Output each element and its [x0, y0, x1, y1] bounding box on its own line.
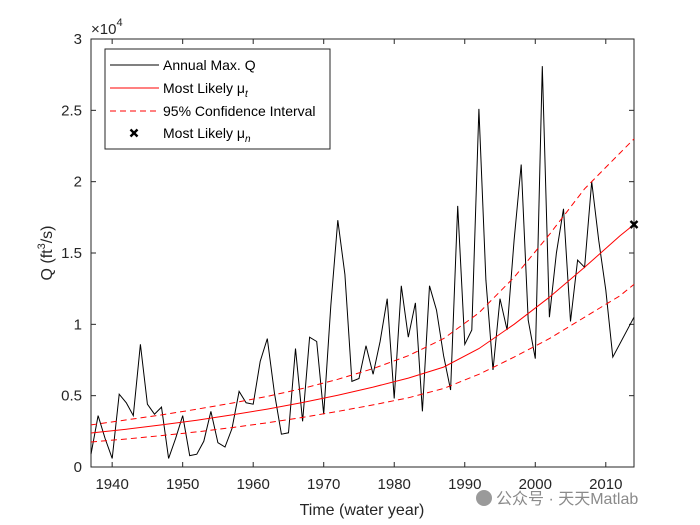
y-exponent-label: ×104 [91, 17, 123, 38]
y-axis-label-sup: 3 [36, 243, 48, 249]
x-tick-label: 2000 [519, 476, 552, 493]
x-tick-label: 1980 [378, 476, 411, 493]
wechat-icon [476, 490, 492, 506]
series-annual-max-q [90, 66, 635, 459]
series-group [90, 66, 635, 459]
y-tick-label: 0 [74, 459, 82, 476]
y-tick-label: 1.5 [61, 245, 82, 262]
legend-box [104, 48, 331, 150]
y-tick-label: 0.5 [61, 388, 82, 405]
y-exponent-power: 4 [116, 17, 122, 29]
y-ticks: 0 0.5 1 1.5 2 2.5 3 [61, 31, 634, 476]
y-exponent-base: ×10 [91, 21, 116, 38]
x-tick-label: 2010 [589, 476, 622, 493]
x-tick-label: 1950 [166, 476, 199, 493]
legend-label-mu-n-sub: n [245, 134, 251, 145]
series-most-likely-mu-t [90, 224, 635, 434]
y-axis-label-end: /s) [39, 225, 56, 243]
y-axis-label-base: Q (ft [39, 249, 56, 281]
legend-swatch-mu-n [129, 128, 139, 138]
legend: Annual Max. Q Most Likely μt 95% Confide… [104, 48, 331, 150]
marker-most-likely-mu-n [629, 220, 639, 229]
x-tick-label: 1940 [95, 476, 128, 493]
series-ci-lower [90, 284, 635, 443]
x-axis-label: Time (water year) [300, 502, 425, 519]
y-tick-label: 3 [74, 31, 82, 48]
y-tick-label: 2 [74, 174, 82, 191]
y-tick-label: 1 [74, 316, 82, 333]
legend-label-mu-n-main: Most Likely μ [163, 125, 245, 141]
x-tick-label: 1970 [307, 476, 340, 493]
x-tick-label: 1960 [237, 476, 270, 493]
x-tick-label: 1990 [448, 476, 481, 493]
marker-group [629, 220, 639, 229]
x-ticks: 1940 1950 1960 1970 1980 1990 2000 2010 [95, 39, 622, 493]
legend-label-ci: 95% Confidence Interval [163, 103, 316, 119]
watermark-text: 公众号 · 天天Matlab [496, 491, 639, 508]
watermark: 公众号 · 天天Matlab [476, 485, 638, 509]
legend-label-mu-t-sub: t [245, 89, 249, 100]
series-ci-upper [90, 138, 635, 426]
legend-label-annual: Annual Max. Q [163, 57, 256, 73]
legend-label-mu-n: Most Likely μn [163, 125, 251, 145]
y-axis-label: Q (ft3/s) [36, 225, 56, 280]
y-tick-label: 2.5 [61, 102, 82, 119]
legend-label-mu-t-main: Most Likely μ [163, 80, 245, 96]
legend-label-mu-t: Most Likely μt [163, 80, 249, 100]
